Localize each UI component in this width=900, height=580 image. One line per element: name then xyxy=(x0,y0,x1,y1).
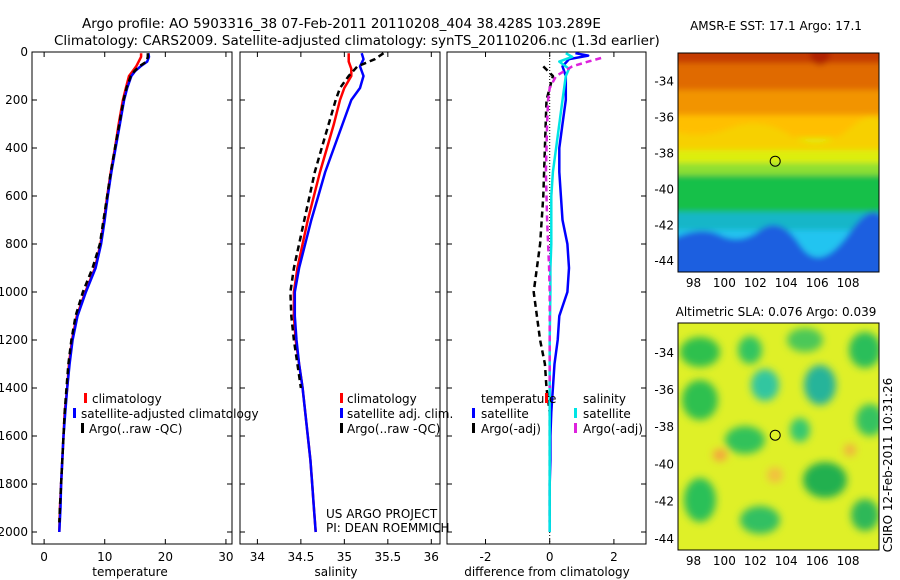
map-y-tick-label: -36 xyxy=(654,111,674,125)
map-y-tick-label: -40 xyxy=(654,457,674,471)
legend-swatch-sal-satellite xyxy=(574,408,577,418)
x-tick-label: 0 xyxy=(546,550,554,564)
y-tick-label: 1200 xyxy=(0,333,28,347)
difference-legend: temperature salinity satellite Argo(-adj… xyxy=(472,392,643,436)
x-tick-label: 2 xyxy=(610,550,618,564)
map-x-tick-label: 100 xyxy=(713,554,736,568)
legend-label: satellite-adjusted climatology xyxy=(81,407,259,421)
map-y-tick-label: -34 xyxy=(654,346,674,360)
map-x-tick-label: 102 xyxy=(744,554,767,568)
legend-swatch-satellite xyxy=(73,408,76,418)
temperature-legend: climatology satellite-adjusted climatolo… xyxy=(73,392,259,436)
y-tick-label: 800 xyxy=(5,237,28,251)
legend-label: climatology xyxy=(347,392,417,406)
legend-label: Argo(-adj) xyxy=(583,422,643,436)
y-tick-label: 1000 xyxy=(0,285,28,299)
profile-lines xyxy=(58,51,602,533)
temperature-xlabel: temperature xyxy=(92,565,167,579)
salinity-axes xyxy=(239,51,441,545)
series-line-satellite-adj-clim- xyxy=(293,52,365,533)
map-x-tick-label: 106 xyxy=(806,554,829,568)
map-x-tick-label: 98 xyxy=(686,276,701,290)
y-tick-label: 1800 xyxy=(0,477,28,491)
map-x-tick-label: 104 xyxy=(775,276,798,290)
y-tick-label: 600 xyxy=(5,189,28,203)
legend-swatch-climatology xyxy=(84,393,87,403)
map-y-tick-label: -42 xyxy=(654,495,674,509)
legend-label: climatology xyxy=(92,392,162,406)
x-tick-label: 35 xyxy=(337,550,352,564)
header-title-line1: Argo profile: AO 5903316_38 07-Feb-2011 … xyxy=(82,16,601,32)
y-tick-label: 400 xyxy=(5,141,28,155)
salinity-xlabel: salinity xyxy=(314,565,357,579)
sst-argo-location-marker xyxy=(769,155,781,167)
x-tick-label: 34 xyxy=(250,550,265,564)
legend-swatch-argo xyxy=(81,423,84,433)
map-y-tick-label: -38 xyxy=(654,420,674,434)
map-x-tick-label: 104 xyxy=(775,554,798,568)
sla-map-title: Altimetric SLA: 0.076 Argo: 0.039 xyxy=(676,305,877,319)
legend-label: satellite adj. clim. xyxy=(347,407,453,421)
temperature-axes xyxy=(31,51,233,545)
sla-argo-location-marker xyxy=(769,429,781,441)
legend-label: satellite xyxy=(481,407,529,421)
y-tick-label: 1600 xyxy=(0,429,28,443)
legend-swatch-temp-satellite xyxy=(472,408,475,418)
difference-xlabel: difference from climatology xyxy=(464,565,630,579)
x-tick-label: 0 xyxy=(40,550,48,564)
map-y-tick-label: -36 xyxy=(654,383,674,397)
legend-label: Argo(-adj) xyxy=(481,422,541,436)
legend-label: Argo(..raw -QC) xyxy=(347,422,440,436)
legend-title-temperature: temperature xyxy=(481,392,556,406)
x-tick-label: -2 xyxy=(480,550,492,564)
series-line-argo-raw-qc- xyxy=(58,53,150,523)
legend-swatch-climatology xyxy=(545,393,548,403)
legend-swatch-temp-argo xyxy=(472,423,475,433)
legend-swatch-argo xyxy=(340,423,343,433)
x-tick-label: 30 xyxy=(218,550,233,564)
sla-map-frame xyxy=(677,322,880,551)
map-x-tick-label: 102 xyxy=(744,276,767,290)
x-tick-label: 36 xyxy=(424,550,439,564)
map-x-tick-label: 98 xyxy=(686,554,701,568)
legend-title-salinity: salinity xyxy=(583,392,626,406)
y-tick-label: 2000 xyxy=(0,525,28,539)
legend-label: Argo(..raw -QC) xyxy=(89,422,182,436)
legend-swatch-satellite xyxy=(340,408,343,418)
sst-map-title: AMSR-E SST: 17.1 Argo: 17.1 xyxy=(690,19,862,33)
sst-map-frame xyxy=(677,52,880,273)
map-x-tick-label: 108 xyxy=(837,554,860,568)
x-tick-label: 10 xyxy=(97,550,112,564)
map-y-tick-label: -34 xyxy=(654,75,674,89)
salinity-legend: climatology satellite adj. clim. Argo(..… xyxy=(340,392,453,436)
map-y-tick-label: -44 xyxy=(654,532,674,546)
map-x-tick-label: 108 xyxy=(837,276,860,290)
y-tick-label: 200 xyxy=(5,93,28,107)
x-tick-label: 20 xyxy=(158,550,173,564)
legend-swatch-sal-argo xyxy=(574,423,577,433)
sla-map-image xyxy=(678,323,879,550)
legend-swatch-climatology xyxy=(340,393,343,403)
project-credit: US ARGO PROJECT xyxy=(326,507,438,521)
y-tick-label: 0 xyxy=(20,45,28,59)
x-tick-label: 34.5 xyxy=(288,550,315,564)
map-y-tick-label: -40 xyxy=(654,182,674,196)
legend-label: satellite xyxy=(583,407,631,421)
sst-map-image xyxy=(678,53,879,272)
header-title-line2: Climatology: CARS2009. Satellite-adjuste… xyxy=(54,33,660,49)
map-y-tick-label: -38 xyxy=(654,147,674,161)
map-x-tick-label: 106 xyxy=(806,276,829,290)
axis-ticks: 0 10 20 30020040060080010001200140016001800… xyxy=(0,45,860,568)
map-y-tick-label: -44 xyxy=(654,254,674,268)
y-tick-label: 1400 xyxy=(0,381,28,395)
csiro-timestamp: CSIRO 12-Feb-2011 10:31:26 xyxy=(881,378,895,553)
map-y-tick-label: -42 xyxy=(654,218,674,232)
x-tick-label: 35.5 xyxy=(374,550,401,564)
series-line-argo-raw-qc- xyxy=(289,52,385,389)
series-line-salinity-argo-adj- xyxy=(544,56,602,388)
map-x-tick-label: 100 xyxy=(713,276,736,290)
pi-credit: PI: DEAN ROEMMICH xyxy=(326,521,449,535)
